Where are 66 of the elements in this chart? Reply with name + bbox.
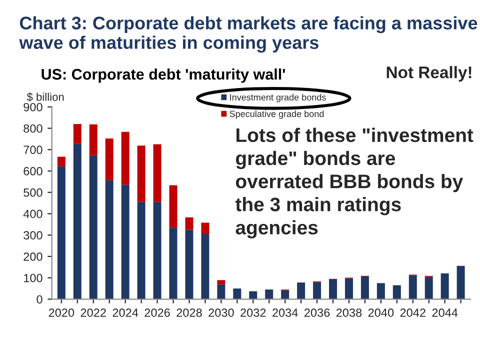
x-tick-label: 2030 [208,308,234,317]
bar [73,124,82,144]
bar [344,278,353,300]
bar [329,280,338,300]
bar [185,230,194,300]
x-tick-label: 2036 [304,308,330,317]
y-axis-title: $ billion [26,92,64,102]
bar [265,290,274,300]
bar [217,280,226,284]
y-tick-label: 700 [24,146,42,154]
bar [89,124,98,156]
bar [201,222,210,234]
y-tick-label: 200 [24,252,42,261]
y-tick-label: 100 [24,274,42,282]
x-tick-label: 2028 [176,308,202,317]
bar [392,285,401,300]
bar [201,234,210,300]
x-tick-label: 2022 [80,308,106,317]
bar [121,184,130,300]
chart-subtitle: US: Corporate debt 'maturity wall' [42,68,285,83]
legend-label: Investment grade bonds [230,94,326,102]
legend-label: Speculative grade bond [230,110,324,119]
bar [105,138,114,180]
bar [137,146,146,202]
y-tick-label: 600 [24,167,42,176]
bar [169,228,178,300]
x-tick-label: 2026 [144,308,170,317]
x-tick-label: 2024 [112,308,138,317]
bar [297,282,306,300]
y-tick-label: 800 [24,124,42,133]
x-tick-label: 2042 [400,308,426,317]
x-tick-label: 2044 [432,308,458,317]
x-tick-label: 2032 [240,308,266,317]
bar [185,217,194,230]
bar [153,202,162,300]
bar [217,284,226,300]
text: Not Really! [386,66,472,82]
y-tick-label: 400 [23,210,42,218]
bar [121,132,130,185]
y-tick-label: 900 [24,102,42,112]
bar [313,282,322,300]
y-tick-label: 0 [36,295,42,304]
x-tick-label: 2038 [336,308,362,317]
bar [153,144,162,202]
x-tick-label: 2040 [368,308,394,317]
bar [424,276,433,300]
annotation: Lots of these "investment grade" bonds are overrated BBB bonds by the 3 main ratings agencies [235,128,474,238]
x-tick-label: 2034 [272,308,298,317]
bar [376,283,385,300]
bar [57,156,66,166]
bar [169,185,178,228]
y-tick-label: 300 [24,231,42,240]
bar [456,266,465,300]
bar [408,275,417,300]
bar [281,290,290,300]
chart-title: Chart 3: Corporate debt markets are facing a massive wave of maturities in coming years [19,16,478,53]
y-tick-label: 500 [24,188,42,197]
bar [73,144,82,300]
bar [440,273,449,300]
x-tick-label: 2020 [48,308,74,317]
bar [137,202,146,300]
bar [233,288,242,300]
bar [89,155,98,300]
bar [360,276,369,300]
bar [105,180,114,300]
bar [57,166,66,300]
